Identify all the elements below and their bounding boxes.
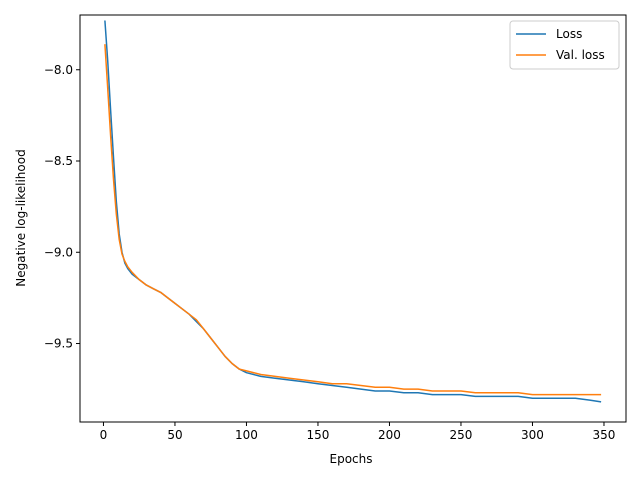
x-tick-label: 0 bbox=[100, 428, 108, 442]
x-tick-label: 100 bbox=[235, 428, 258, 442]
x-tick-label: 200 bbox=[378, 428, 401, 442]
x-tick-label: 350 bbox=[593, 428, 616, 442]
y-tick-label: −8.5 bbox=[44, 154, 73, 168]
y-axis: −8.0 −8.5 −9.0 −9.5 bbox=[44, 63, 80, 351]
x-tick-label: 50 bbox=[167, 428, 182, 442]
x-axis-label: Epochs bbox=[330, 452, 373, 466]
y-tick-label: −9.0 bbox=[44, 245, 73, 259]
legend: Loss Val. loss bbox=[509, 20, 620, 70]
plot-area bbox=[104, 20, 602, 403]
legend-label-val-loss: Val. loss bbox=[556, 48, 605, 62]
x-tick-label: 250 bbox=[450, 428, 473, 442]
series-line-loss bbox=[104, 20, 602, 403]
x-tick-label: 150 bbox=[307, 428, 330, 442]
plot-frame bbox=[79, 14, 627, 423]
legend-box bbox=[509, 20, 620, 70]
y-axis-label: Negative log-likelihood bbox=[14, 149, 28, 286]
x-axis: 0 50 100 150 200 250 300 350 bbox=[100, 422, 616, 442]
y-tick-label: −8.0 bbox=[44, 63, 73, 77]
series-line-val-loss bbox=[104, 44, 602, 396]
x-tick-label: 300 bbox=[521, 428, 544, 442]
legend-label-loss: Loss bbox=[556, 27, 582, 41]
y-tick-label: −9.5 bbox=[44, 337, 73, 351]
